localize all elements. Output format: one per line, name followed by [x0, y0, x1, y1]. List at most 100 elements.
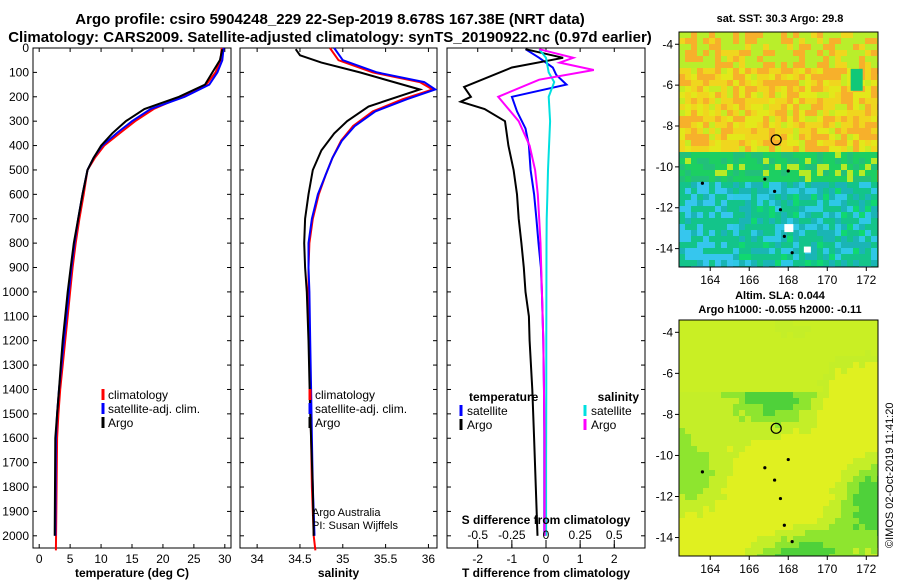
- map-cell: [781, 212, 787, 218]
- map-cell: [871, 482, 877, 488]
- map-cell: [745, 392, 751, 398]
- map-cell: [835, 440, 841, 446]
- map-cell: [787, 32, 793, 38]
- map-cell: [775, 86, 781, 92]
- map-cell: [739, 176, 745, 182]
- map-cell: [829, 524, 835, 530]
- map-cell: [817, 476, 823, 482]
- map-cell: [859, 164, 865, 170]
- map-cell: [751, 476, 757, 482]
- map-cell: [679, 554, 685, 556]
- map-cell: [835, 422, 841, 428]
- map-cell: [775, 176, 781, 182]
- map-cell: [691, 56, 697, 62]
- map-cell: [775, 494, 781, 500]
- map-cell: [865, 92, 871, 98]
- map-cell: [871, 458, 877, 464]
- map-cell: [775, 374, 781, 380]
- map-cell: [847, 380, 853, 386]
- map-cell: [775, 68, 781, 74]
- map-cell: [859, 494, 865, 500]
- map-cell: [871, 170, 877, 176]
- map-cell: [685, 140, 691, 146]
- map-cell: [733, 422, 739, 428]
- map-cell: [859, 104, 865, 110]
- map-cell: [841, 236, 847, 242]
- map-cell: [847, 344, 853, 350]
- map-cell: [721, 410, 727, 416]
- map-cell: [721, 512, 727, 518]
- map-cell: [829, 218, 835, 224]
- map-cell: [685, 392, 691, 398]
- map-cell: [859, 398, 865, 404]
- map-cell: [781, 176, 787, 182]
- map-cell: [769, 416, 775, 422]
- map-cell: [679, 170, 685, 176]
- map-cell: [859, 530, 865, 536]
- map-cell: [781, 116, 787, 122]
- map-cell: [805, 206, 811, 212]
- map-cell: [775, 218, 781, 224]
- map-cell: [847, 500, 853, 506]
- map-cell: [811, 212, 817, 218]
- map-cell: [703, 548, 709, 554]
- map-cell: [811, 434, 817, 440]
- y-tick-label: 1300: [2, 358, 29, 372]
- map-cell: [847, 362, 853, 368]
- map-cell: [733, 194, 739, 200]
- map-cell: [721, 56, 727, 62]
- map-cell: [865, 404, 871, 410]
- map-cell: [703, 536, 709, 542]
- map-cell: [841, 488, 847, 494]
- map-cell: [865, 338, 871, 344]
- map-cell: [817, 128, 823, 134]
- map-cell: [793, 242, 799, 248]
- map-cell: [847, 392, 853, 398]
- map-cell: [787, 74, 793, 80]
- map-cell: [703, 392, 709, 398]
- map-cell: [727, 182, 733, 188]
- map-cell: [769, 224, 775, 230]
- map-cell: [709, 452, 715, 458]
- map-cell: [709, 350, 715, 356]
- map-cell: [685, 74, 691, 80]
- map-cell: [781, 542, 787, 548]
- map-cell: [691, 212, 697, 218]
- map-cell: [739, 164, 745, 170]
- map-cell: [715, 104, 721, 110]
- map-cell: [805, 542, 811, 548]
- map-cell: [865, 98, 871, 104]
- map-cell: [703, 224, 709, 230]
- map-cell: [763, 50, 769, 56]
- map-cell: [703, 206, 709, 212]
- map-cell: [817, 134, 823, 140]
- map-cell: [679, 470, 685, 476]
- map-cell: [787, 320, 793, 326]
- map-cell: [685, 368, 691, 374]
- map-cell: [787, 404, 793, 410]
- map-cell: [679, 122, 685, 128]
- map-cell: [745, 440, 751, 446]
- map-cell: [679, 434, 685, 440]
- map-cell: [823, 218, 829, 224]
- map-cell: [757, 332, 763, 338]
- map-cell: [811, 62, 817, 68]
- map-cell: [841, 44, 847, 50]
- map-cell: [763, 542, 769, 548]
- map-cell: [847, 134, 853, 140]
- map-cell: [763, 500, 769, 506]
- map-cell: [847, 38, 853, 44]
- map-cell: [691, 452, 697, 458]
- map-cell: [805, 242, 811, 248]
- map-cell: [733, 410, 739, 416]
- map-cell: [871, 152, 877, 158]
- map-cell: [835, 74, 841, 80]
- map-cell: [697, 428, 703, 434]
- map-cell: [775, 518, 781, 524]
- map-cell: [835, 116, 841, 122]
- map-cell: [679, 140, 685, 146]
- map-cell: [679, 410, 685, 416]
- map-cell: [853, 524, 859, 530]
- map-cell: [817, 50, 823, 56]
- map-cell: [757, 224, 763, 230]
